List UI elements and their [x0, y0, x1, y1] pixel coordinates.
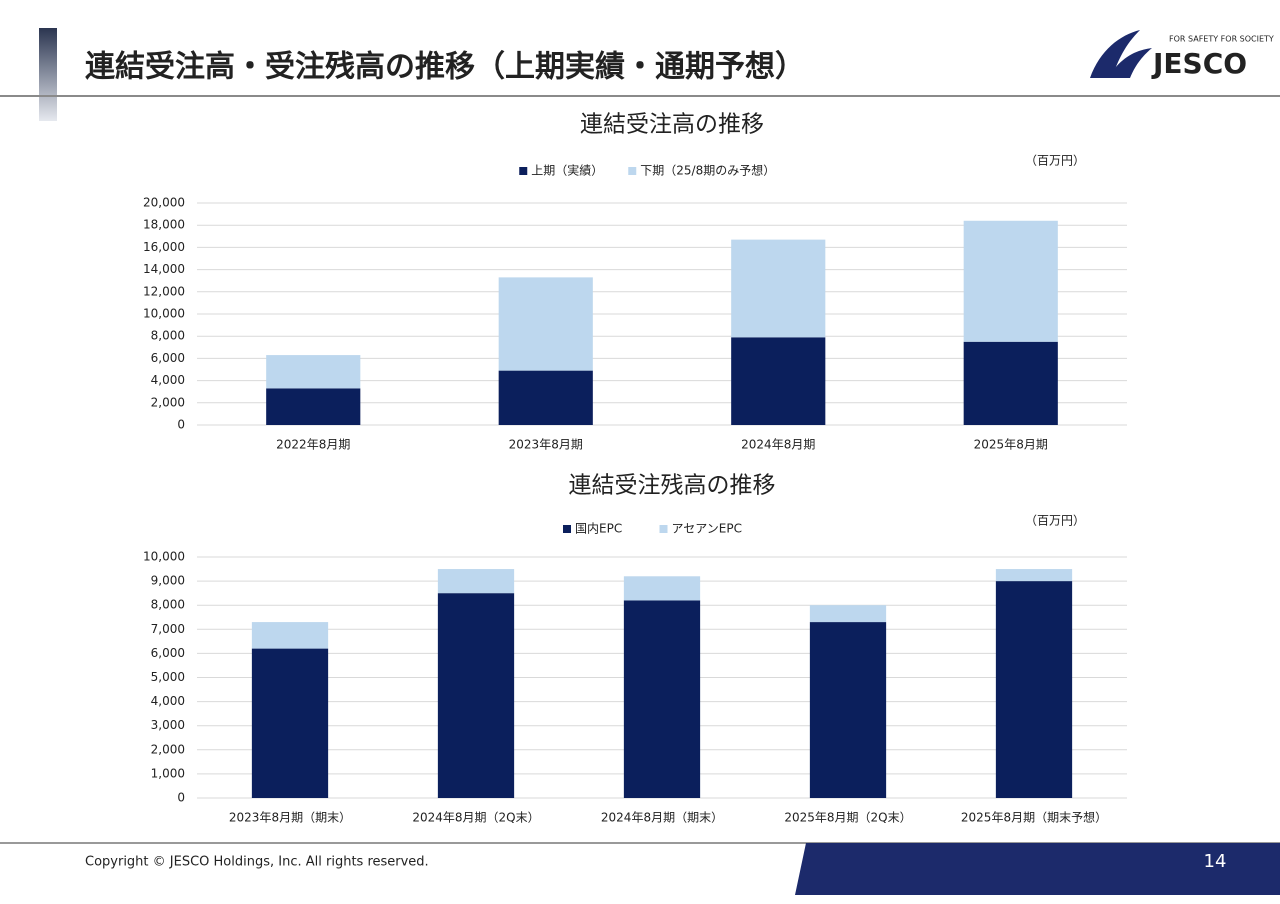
bar [498, 370, 593, 425]
bar [266, 355, 361, 389]
y-tick-label: 3,000 [151, 718, 185, 732]
bar [498, 277, 593, 371]
x-tick-label: 2024年8月期（2Q末） [412, 811, 539, 825]
y-tick-label: 14,000 [143, 262, 185, 276]
logo-text: JESCO [1151, 47, 1247, 80]
bar [731, 337, 826, 425]
y-tick-label: 16,000 [143, 240, 185, 254]
bar [963, 220, 1058, 342]
bar [266, 388, 361, 425]
x-tick-label: 2025年8月期 [974, 438, 1048, 452]
y-tick-label: 2,000 [151, 742, 185, 756]
x-tick-label: 2024年8月期（期末） [601, 811, 723, 825]
y-tick-label: 6,000 [151, 351, 185, 365]
y-tick-label: 6,000 [151, 646, 185, 660]
legend-label: 国内EPC [575, 522, 622, 536]
bar [995, 569, 1073, 582]
logo-mark [1108, 48, 1152, 78]
x-tick-label: 2024年8月期 [741, 438, 815, 452]
copyright: Copyright © JESCO Holdings, Inc. All rig… [85, 855, 429, 870]
y-tick-label: 9,000 [151, 574, 185, 588]
bar [995, 581, 1073, 798]
legend-swatch [659, 525, 668, 533]
x-tick-label: 2025年8月期（2Q末） [784, 811, 911, 825]
x-tick-label: 2023年8月期 [509, 438, 583, 452]
bar [809, 605, 887, 623]
bar [809, 622, 887, 798]
y-tick-label: 4,000 [151, 373, 185, 387]
slide-title: 連結受注高・受注残高の推移（上期実績・通期予想） [85, 50, 805, 85]
y-tick-label: 2,000 [151, 395, 185, 409]
bar [731, 239, 826, 338]
chart-title: 連結受注残高の推移 [569, 473, 776, 499]
y-tick-label: 10,000 [143, 550, 185, 564]
y-tick-label: 5,000 [151, 670, 185, 684]
bar [437, 593, 515, 798]
bar [251, 622, 329, 649]
logo: FOR SAFETY FOR SOCIETY JESCO [1090, 30, 1274, 80]
y-tick-label: 18,000 [143, 218, 185, 232]
x-tick-label: 2023年8月期（期末） [229, 811, 351, 825]
bar [963, 341, 1058, 425]
legend-label: 上期（実績） [531, 163, 603, 178]
x-tick-label: 2025年8月期（期末予想） [961, 810, 1107, 825]
logo-mark [1090, 30, 1140, 78]
unit-label: （百万円） [1025, 154, 1085, 168]
unit-label: （百万円） [1025, 514, 1085, 528]
footer-band [795, 843, 1280, 895]
legend-label: アセアンEPC [672, 522, 742, 536]
legend-swatch [519, 167, 528, 175]
y-tick-label: 1,000 [151, 766, 185, 780]
accent-bar [39, 28, 57, 121]
y-tick-label: 8,000 [151, 329, 185, 343]
legend-label: 下期（25/8期のみ予想） [640, 163, 775, 178]
y-tick-label: 0 [177, 791, 185, 805]
legend-swatch [563, 525, 571, 533]
x-tick-label: 2022年8月期 [276, 438, 350, 452]
bar [251, 648, 329, 798]
page-number: 14 [1204, 851, 1227, 872]
logo-tagline: FOR SAFETY FOR SOCIETY [1169, 35, 1274, 44]
y-tick-label: 4,000 [151, 694, 185, 708]
y-tick-label: 8,000 [151, 598, 185, 612]
y-tick-label: 20,000 [143, 196, 185, 210]
bar [437, 569, 515, 594]
chart-title: 連結受注高の推移 [580, 112, 764, 138]
y-tick-label: 7,000 [151, 622, 185, 636]
legend-swatch [628, 167, 637, 175]
y-tick-label: 12,000 [143, 284, 185, 298]
bar [623, 576, 701, 601]
y-tick-label: 10,000 [143, 307, 185, 321]
bar [623, 600, 701, 798]
y-tick-label: 0 [177, 418, 185, 432]
